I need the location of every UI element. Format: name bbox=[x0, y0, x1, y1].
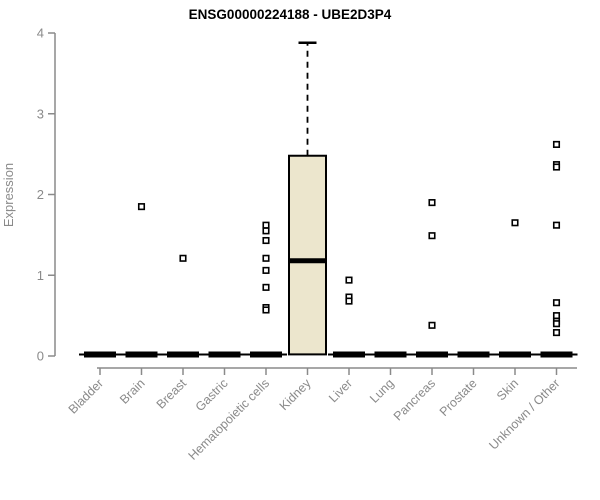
outlier-point bbox=[262, 254, 270, 262]
outlier-point bbox=[428, 232, 436, 240]
y-axis-title: Expression bbox=[1, 163, 16, 227]
outlier-point bbox=[262, 266, 270, 274]
outlier-point bbox=[552, 312, 561, 320]
x-category-label: Kidney bbox=[277, 376, 314, 413]
outlier-point bbox=[428, 321, 436, 329]
outlier-point bbox=[345, 276, 353, 284]
plot-area: 0 1 2 3 4 Bladder Brain Breast GastricHematopoie… bbox=[37, 26, 578, 463]
outlier-point bbox=[262, 283, 270, 291]
outlier-point bbox=[262, 221, 270, 229]
x-category-label: Pancreas bbox=[391, 376, 438, 423]
y-tick-label: 2 bbox=[37, 187, 44, 202]
outlier-point bbox=[552, 299, 561, 307]
x-category-label: Prostate bbox=[437, 376, 480, 419]
y-tick-label: 0 bbox=[37, 349, 44, 364]
outlier-point bbox=[262, 306, 270, 314]
y-tick-label: 4 bbox=[37, 26, 44, 41]
outlier-point bbox=[428, 199, 436, 207]
y-tick-label: 3 bbox=[37, 106, 44, 121]
box-iqr bbox=[288, 154, 327, 356]
outlier-point bbox=[552, 320, 561, 328]
x-category-label: Skin bbox=[494, 376, 521, 403]
x-category-label: Unknown / Other bbox=[486, 376, 562, 452]
outlier-point bbox=[262, 227, 270, 235]
outlier-point bbox=[511, 219, 519, 227]
x-category-label: Breast bbox=[154, 376, 190, 412]
outlier-point bbox=[552, 140, 561, 148]
outlier-point bbox=[262, 236, 270, 245]
outlier-point bbox=[345, 297, 353, 305]
outlier-point bbox=[552, 163, 561, 171]
x-category-label: Gastric bbox=[193, 376, 231, 414]
x-category-label: Hematopoietic cells bbox=[186, 376, 273, 463]
outlier-point bbox=[552, 221, 561, 229]
x-category-label: Brain bbox=[117, 376, 148, 407]
y-tick-label: 1 bbox=[37, 268, 44, 283]
x-category-label: Lung bbox=[367, 376, 397, 406]
chart-title: ENSG00000224188 - UBE2D3P4 bbox=[189, 7, 392, 22]
x-category-label: Bladder bbox=[66, 376, 106, 416]
outlier-point bbox=[179, 254, 187, 262]
outlier-point bbox=[137, 203, 146, 211]
outlier-point bbox=[552, 329, 561, 337]
x-category-label: Liver bbox=[326, 376, 355, 405]
